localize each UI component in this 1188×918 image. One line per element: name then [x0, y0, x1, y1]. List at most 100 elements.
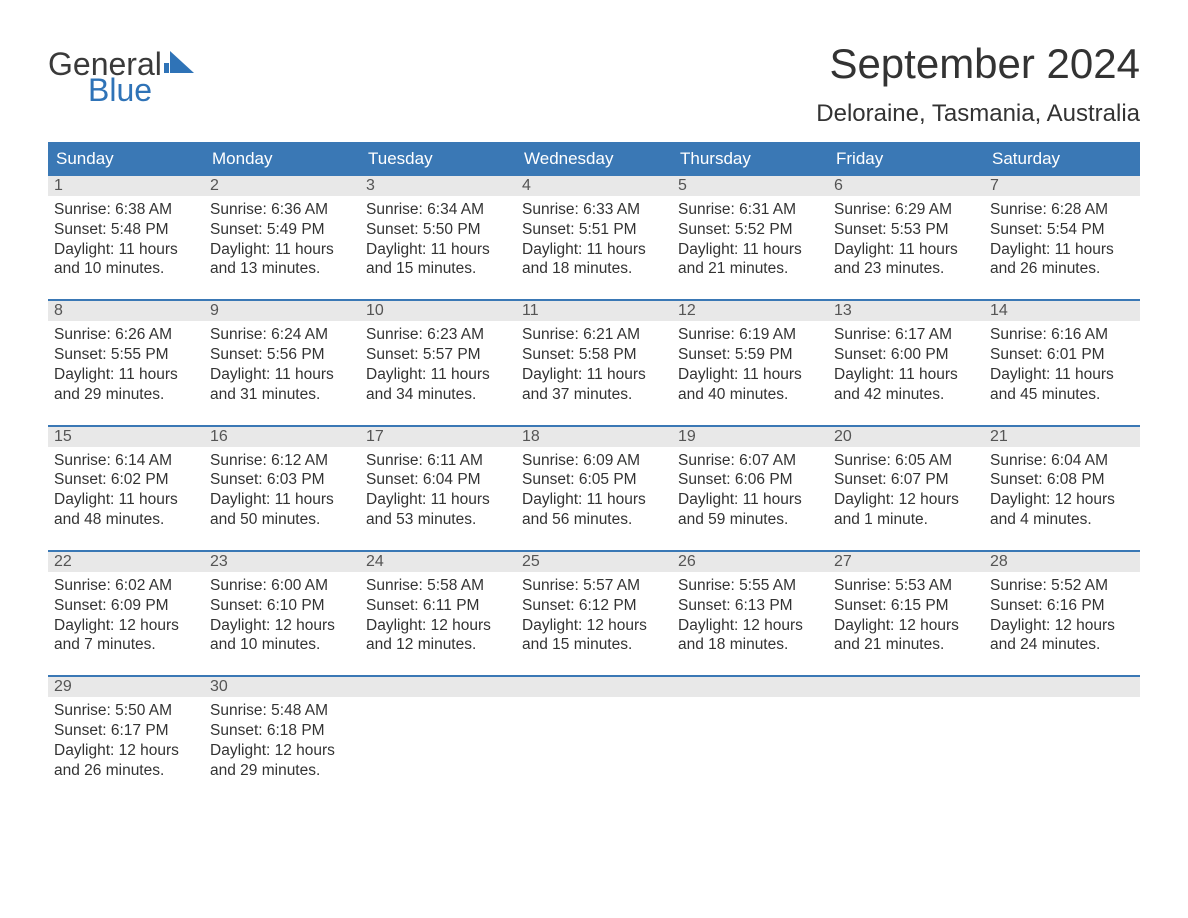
day-body: Sunrise: 6:21 AMSunset: 5:58 PMDaylight:…	[522, 321, 666, 404]
week-row: 8Sunrise: 6:26 AMSunset: 5:55 PMDaylight…	[48, 299, 1140, 410]
day-body: Sunrise: 5:57 AMSunset: 6:12 PMDaylight:…	[522, 572, 666, 655]
day-sunset: Sunset: 5:57 PM	[366, 345, 510, 365]
day-body: Sunrise: 6:14 AMSunset: 6:02 PMDaylight:…	[54, 447, 198, 530]
daynum-row: 1	[48, 176, 204, 196]
daynum-row: 5	[672, 176, 828, 196]
day-dl1: Daylight: 12 hours	[522, 616, 666, 636]
day-dl2: and 50 minutes.	[210, 510, 354, 530]
day-sunrise: Sunrise: 6:02 AM	[54, 576, 198, 596]
daynum-row: 15	[48, 427, 204, 447]
day-dl1: Daylight: 11 hours	[210, 240, 354, 260]
daynum-row: 29	[48, 677, 204, 697]
daynum-row: 22	[48, 552, 204, 572]
day-dl2: and 31 minutes.	[210, 385, 354, 405]
day-dl2: and 45 minutes.	[990, 385, 1134, 405]
day-dl1: Daylight: 12 hours	[210, 741, 354, 761]
day-number	[366, 678, 370, 695]
day-cell: 26Sunrise: 5:55 AMSunset: 6:13 PMDayligh…	[672, 552, 828, 661]
day-dl1: Daylight: 11 hours	[678, 240, 822, 260]
day-sunrise: Sunrise: 6:26 AM	[54, 325, 198, 345]
day-body: Sunrise: 6:31 AMSunset: 5:52 PMDaylight:…	[678, 196, 822, 279]
day-dl2: and 34 minutes.	[366, 385, 510, 405]
day-body: Sunrise: 6:36 AMSunset: 5:49 PMDaylight:…	[210, 196, 354, 279]
day-sunrise: Sunrise: 6:19 AM	[678, 325, 822, 345]
day-dl1: Daylight: 12 hours	[834, 490, 978, 510]
day-cell: 11Sunrise: 6:21 AMSunset: 5:58 PMDayligh…	[516, 301, 672, 410]
day-dl2: and 4 minutes.	[990, 510, 1134, 530]
day-sunset: Sunset: 6:07 PM	[834, 470, 978, 490]
day-cell: 5Sunrise: 6:31 AMSunset: 5:52 PMDaylight…	[672, 176, 828, 285]
daynum-row	[984, 677, 1140, 697]
day-body: Sunrise: 6:33 AMSunset: 5:51 PMDaylight:…	[522, 196, 666, 279]
day-number: 25	[522, 553, 540, 570]
day-cell: 10Sunrise: 6:23 AMSunset: 5:57 PMDayligh…	[360, 301, 516, 410]
daynum-row: 19	[672, 427, 828, 447]
daynum-row: 23	[204, 552, 360, 572]
daynum-row: 26	[672, 552, 828, 572]
day-number: 26	[678, 553, 696, 570]
day-dl1: Daylight: 11 hours	[210, 490, 354, 510]
day-dl1: Daylight: 11 hours	[834, 365, 978, 385]
day-number: 30	[210, 678, 228, 695]
day-dl1: Daylight: 11 hours	[366, 490, 510, 510]
day-sunrise: Sunrise: 6:34 AM	[366, 200, 510, 220]
day-cell: 18Sunrise: 6:09 AMSunset: 6:05 PMDayligh…	[516, 427, 672, 536]
day-dl2: and 59 minutes.	[678, 510, 822, 530]
day-dl2: and 24 minutes.	[990, 635, 1134, 655]
day-dl1: Daylight: 12 hours	[210, 616, 354, 636]
day-cell: 12Sunrise: 6:19 AMSunset: 5:59 PMDayligh…	[672, 301, 828, 410]
day-dl1: Daylight: 11 hours	[54, 365, 198, 385]
day-number: 15	[54, 428, 72, 445]
day-dl1: Daylight: 12 hours	[834, 616, 978, 636]
day-body: Sunrise: 6:24 AMSunset: 5:56 PMDaylight:…	[210, 321, 354, 404]
day-dl2: and 53 minutes.	[366, 510, 510, 530]
days-of-week-header: Sunday Monday Tuesday Wednesday Thursday…	[48, 142, 1140, 176]
dow-saturday: Saturday	[984, 142, 1140, 176]
day-number: 19	[678, 428, 696, 445]
daynum-row: 30	[204, 677, 360, 697]
day-body: Sunrise: 6:05 AMSunset: 6:07 PMDaylight:…	[834, 447, 978, 530]
day-number: 3	[366, 177, 375, 194]
day-body: Sunrise: 6:00 AMSunset: 6:10 PMDaylight:…	[210, 572, 354, 655]
day-sunrise: Sunrise: 6:24 AM	[210, 325, 354, 345]
day-sunrise: Sunrise: 6:07 AM	[678, 451, 822, 471]
day-sunrise: Sunrise: 5:50 AM	[54, 701, 198, 721]
day-body: Sunrise: 6:11 AMSunset: 6:04 PMDaylight:…	[366, 447, 510, 530]
day-number: 23	[210, 553, 228, 570]
day-dl2: and 1 minute.	[834, 510, 978, 530]
day-sunset: Sunset: 6:03 PM	[210, 470, 354, 490]
day-body: Sunrise: 6:23 AMSunset: 5:57 PMDaylight:…	[366, 321, 510, 404]
daynum-row: 6	[828, 176, 984, 196]
day-dl1: Daylight: 11 hours	[54, 240, 198, 260]
day-sunset: Sunset: 5:56 PM	[210, 345, 354, 365]
day-number: 16	[210, 428, 228, 445]
day-body: Sunrise: 6:29 AMSunset: 5:53 PMDaylight:…	[834, 196, 978, 279]
day-number	[990, 678, 994, 695]
day-sunset: Sunset: 6:08 PM	[990, 470, 1134, 490]
daynum-row: 28	[984, 552, 1140, 572]
day-cell: 21Sunrise: 6:04 AMSunset: 6:08 PMDayligh…	[984, 427, 1140, 536]
day-sunrise: Sunrise: 6:33 AM	[522, 200, 666, 220]
day-sunset: Sunset: 6:09 PM	[54, 596, 198, 616]
day-cell: 16 Sunrise: 6:12 AMSunset: 6:03 PMDayligh…	[204, 427, 360, 536]
day-number	[678, 678, 682, 695]
day-sunset: Sunset: 6:17 PM	[54, 721, 198, 741]
day-body: Sunrise: 5:52 AMSunset: 6:16 PMDaylight:…	[990, 572, 1134, 655]
day-sunrise: Sunrise: 6:38 AM	[54, 200, 198, 220]
day-dl2: and 21 minutes.	[678, 259, 822, 279]
day-number: 28	[990, 553, 1008, 570]
day-sunrise: Sunrise: 6:12 AM	[210, 451, 354, 471]
day-dl1: Daylight: 11 hours	[990, 240, 1134, 260]
location: Deloraine, Tasmania, Australia	[816, 100, 1140, 128]
day-sunset: Sunset: 5:55 PM	[54, 345, 198, 365]
dow-sunday: Sunday	[48, 142, 204, 176]
day-number: 4	[522, 177, 531, 194]
day-dl1: Daylight: 11 hours	[366, 240, 510, 260]
day-body: Sunrise: 6:12 AMSunset: 6:03 PMDaylight:…	[210, 447, 354, 530]
day-cell: 22Sunrise: 6:02 AMSunset: 6:09 PMDayligh…	[48, 552, 204, 661]
day-cell: 4 Sunrise: 6:33 AMSunset: 5:51 PMDaylight…	[516, 176, 672, 285]
day-dl2: and 56 minutes.	[522, 510, 666, 530]
header: General Blue September 2024 Deloraine, T…	[48, 40, 1140, 142]
day-cell: 19Sunrise: 6:07 AMSunset: 6:06 PMDayligh…	[672, 427, 828, 536]
daynum-row: 20	[828, 427, 984, 447]
